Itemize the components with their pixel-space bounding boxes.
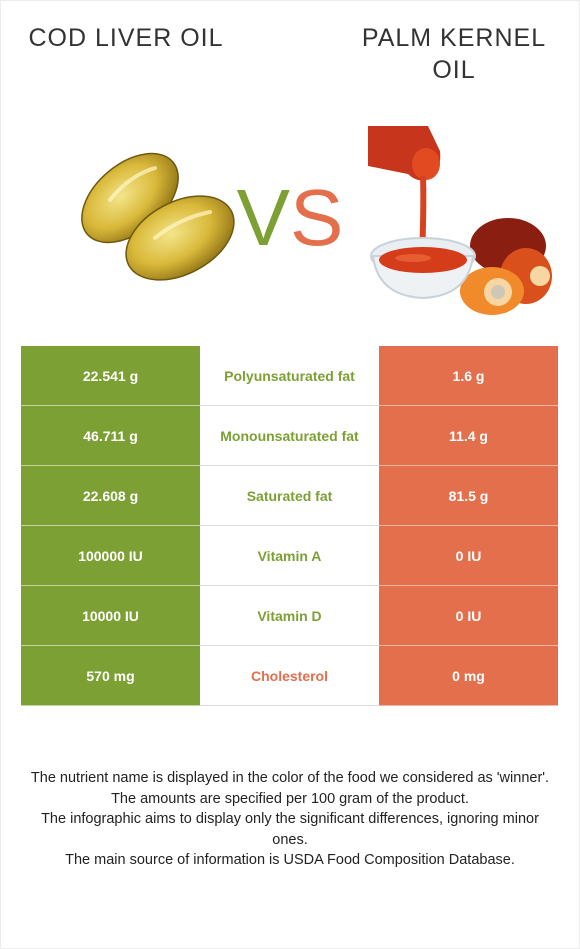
left-value-cell: 100000 IU xyxy=(21,525,200,586)
comparison-row: 570 mg Cholesterol 0 mg xyxy=(21,645,558,706)
palm-fruits xyxy=(460,218,552,315)
right-value-cell: 0 mg xyxy=(379,645,558,706)
nutrient-name-cell: Vitamin D xyxy=(200,585,379,646)
nutrient-name-cell: Polyunsaturated fat xyxy=(200,346,379,406)
right-value-cell: 11.4 g xyxy=(379,405,558,466)
comparison-row: 22.541 g Polyunsaturated fat 1.6 g xyxy=(21,346,558,406)
palm-kernel-oil-image xyxy=(368,126,558,324)
comparison-table: 22.541 g Polyunsaturated fat 1.6 g 46.711 g… xyxy=(21,346,558,706)
right-value-cell: 81.5 g xyxy=(379,465,558,526)
left-value-cell: 46.711 g xyxy=(21,405,200,466)
right-value-cell: 0 IU xyxy=(379,525,558,586)
right-value-cell: 1.6 g xyxy=(379,346,558,406)
footnote-significant-differences: The infographic aims to display only the… xyxy=(41,811,539,848)
comparison-row: 46.711 g Monounsaturated fat 11.4 g xyxy=(21,405,558,466)
footnote-data-source: The main source of information is USDA F… xyxy=(65,852,515,868)
cod-liver-oil-capsules-image xyxy=(81,152,235,281)
versus-label: VS xyxy=(236,173,344,262)
comparison-row: 22.608 g Saturated fat 81.5 g xyxy=(21,465,558,526)
capsule-front xyxy=(125,195,235,281)
right-food-title: Palm kernel oil xyxy=(361,24,547,84)
left-value-cell: 22.541 g xyxy=(21,346,200,406)
left-value-cell: 22.608 g xyxy=(21,465,200,526)
nutrient-name-cell: Monounsaturated fat xyxy=(200,405,379,466)
nutrient-name-cell: Saturated fat xyxy=(200,465,379,526)
footnotes: The nutrient name is displayed in the co… xyxy=(30,768,550,871)
footnote-per-100g: The amounts are specified per 100 gram o… xyxy=(111,790,469,807)
nutrient-name-cell: Cholesterol xyxy=(200,645,379,706)
left-food-title: Cod liver oil xyxy=(28,24,224,52)
nutrient-name-cell: Vitamin A xyxy=(200,525,379,586)
footnote-winner-color: The nutrient name is displayed in the co… xyxy=(30,770,550,786)
oil-bowl xyxy=(370,237,476,300)
left-value-cell: 570 mg xyxy=(21,645,200,706)
right-value-cell: 0 IU xyxy=(379,585,558,646)
left-value-cell: 10000 IU xyxy=(21,585,200,646)
